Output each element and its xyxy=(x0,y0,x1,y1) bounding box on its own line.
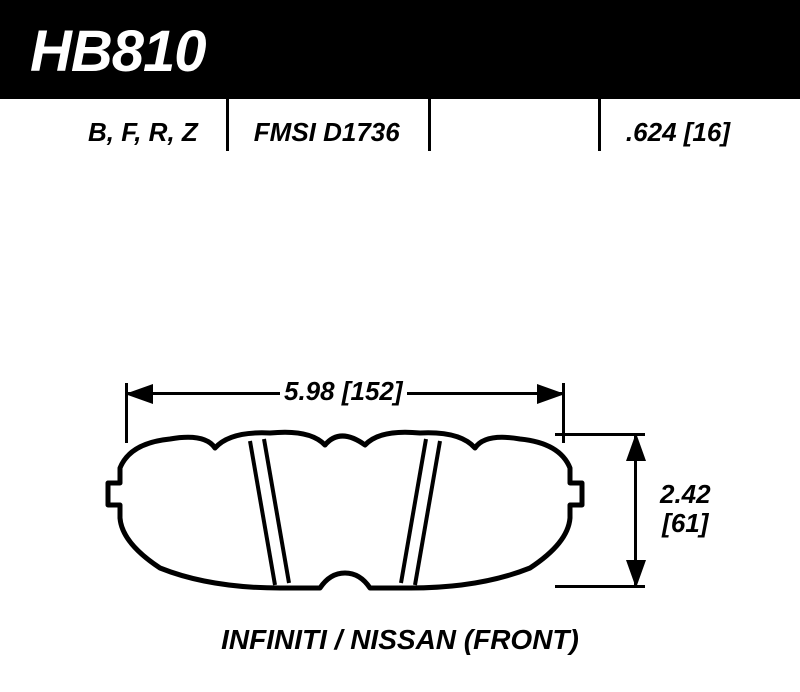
divider-tick xyxy=(226,99,229,151)
compounds-text: B, F, R, Z xyxy=(88,117,198,147)
divider-tick xyxy=(598,99,601,151)
arrow-down-icon xyxy=(626,560,646,588)
spec-row: B, F, R, Z FMSI D1736 .624 [16] xyxy=(0,99,800,148)
height-inches: 2.42 xyxy=(660,480,711,509)
title-bar: HB810 xyxy=(0,0,800,99)
thickness-text: .624 [16] xyxy=(626,117,730,147)
thickness-cell: .624 [16] xyxy=(598,117,800,148)
width-dimension-label: 5.98 [152] xyxy=(280,376,407,407)
brake-pad-outline xyxy=(100,423,590,603)
divider-tick xyxy=(428,99,431,151)
diagram-area: 5.98 [152] 2.42 [61] xyxy=(0,148,800,568)
arrow-up-icon xyxy=(626,433,646,461)
part-number: HB810 xyxy=(30,18,770,85)
fmsi-cell: FMSI D1736 xyxy=(226,117,428,148)
arrow-left-icon xyxy=(125,384,153,404)
height-dimension-label: 2.42 [61] xyxy=(660,480,711,537)
arrow-right-icon xyxy=(537,384,565,404)
fmsi-text: FMSI D1736 xyxy=(254,117,400,147)
application-label: INFINITI / NISSAN (FRONT) xyxy=(0,624,800,656)
height-mm: [61] xyxy=(660,509,711,538)
compounds-cell: B, F, R, Z xyxy=(60,117,226,148)
spacer-cell xyxy=(428,117,488,148)
